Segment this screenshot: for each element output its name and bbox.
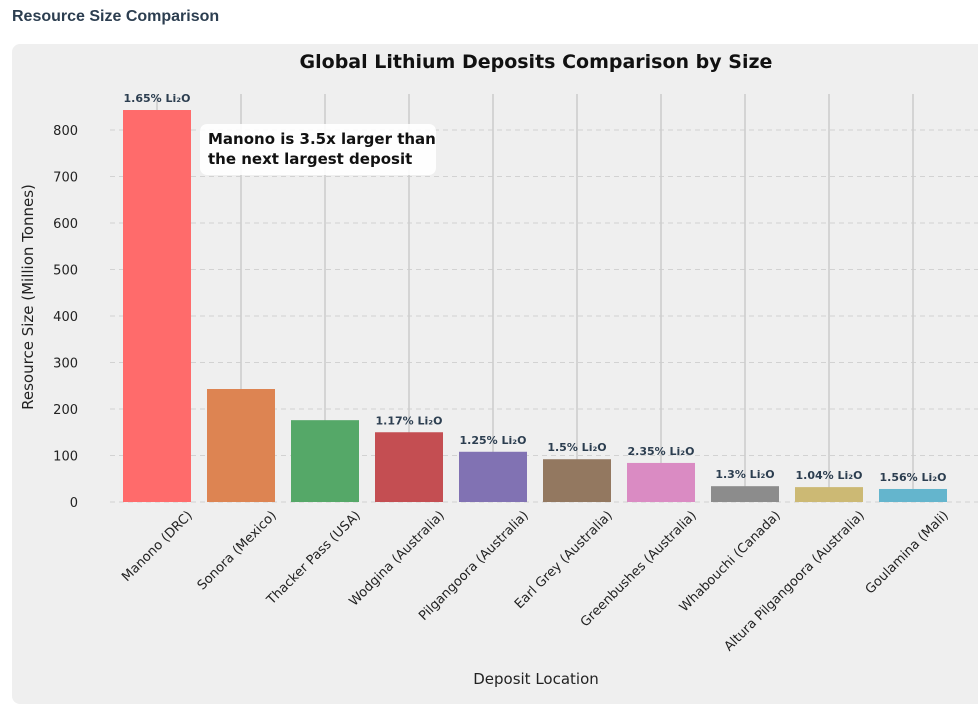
- y-tick-label: 300: [53, 357, 78, 372]
- x-axis-label: Deposit Location: [473, 670, 599, 688]
- section-title: Resource Size Comparison: [12, 8, 220, 25]
- chart-title: Global Lithium Deposits Comparison by Si…: [300, 51, 773, 73]
- x-tick-label: Wodgina (Australia): [347, 508, 448, 609]
- annotation-line-1: Manono is 3.5x larger than: [208, 130, 436, 148]
- data-label: 1.56% Li₂O: [880, 471, 947, 484]
- data-label: 1.04% Li₂O: [796, 469, 863, 482]
- data-label: 2.35% Li₂O: [628, 445, 695, 458]
- x-tick-label: Altura Pilgangoora (Australia): [722, 508, 868, 654]
- y-tick-label: 200: [53, 403, 78, 418]
- y-tick-label: 800: [53, 124, 78, 139]
- bar: [207, 389, 275, 502]
- data-label: 1.17% Li₂O: [376, 414, 443, 427]
- annotation: Manono is 3.5x larger than the next larg…: [200, 124, 436, 175]
- y-tick-label: 100: [53, 450, 78, 465]
- annotation-line-2: the next largest deposit: [208, 150, 412, 168]
- x-tick-label: Manono (DRC): [119, 508, 196, 585]
- y-tick-label: 700: [53, 171, 78, 186]
- data-label: 1.25% Li₂O: [460, 434, 527, 447]
- annotation-box: [200, 124, 436, 175]
- bar: [795, 487, 863, 502]
- x-tick-label: Goulamina (Mali): [863, 508, 952, 597]
- bar: [123, 110, 191, 502]
- data-label: 1.65% Li₂O: [124, 92, 191, 105]
- data-label: 1.5% Li₂O: [547, 441, 606, 454]
- bar: [627, 462, 695, 502]
- y-tick-label: 500: [53, 264, 78, 279]
- y-tick-label: 0: [70, 496, 78, 511]
- x-tick-label: Sonora (Mexico): [195, 508, 280, 593]
- bar: [291, 420, 359, 502]
- bar: [375, 432, 443, 502]
- x-tick-label: Thacker Pass (USA): [264, 508, 364, 608]
- bar: [711, 486, 779, 502]
- bar: [543, 459, 611, 502]
- y-axis-label: Resource Size (Million Tonnes): [19, 184, 37, 410]
- bar: [879, 488, 947, 502]
- y-tick-label: 400: [53, 310, 78, 325]
- y-tick-label: 600: [53, 217, 78, 232]
- bar: [459, 451, 527, 502]
- data-label: 1.3% Li₂O: [715, 468, 774, 481]
